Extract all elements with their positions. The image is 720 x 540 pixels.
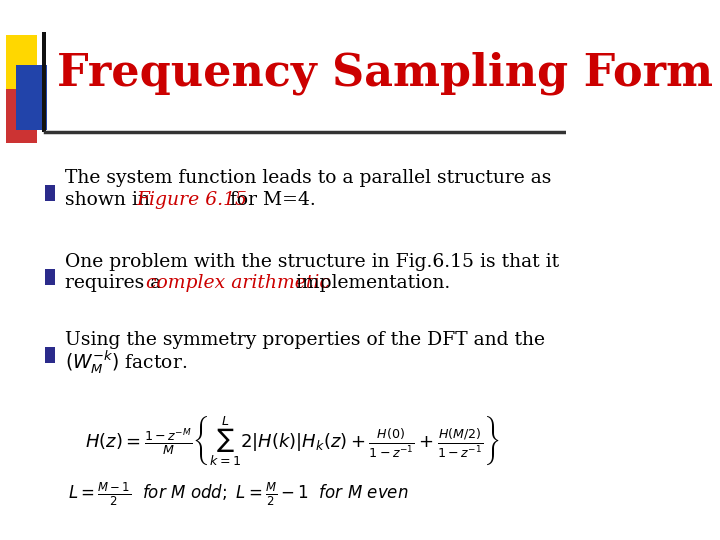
Text: One problem with the structure in Fig.6.15 is that it: One problem with the structure in Fig.6.…	[65, 253, 559, 271]
Text: Using the symmetry properties of the DFT and the: Using the symmetry properties of the DFT…	[65, 331, 545, 349]
FancyBboxPatch shape	[6, 35, 37, 89]
FancyBboxPatch shape	[45, 185, 55, 201]
FancyBboxPatch shape	[45, 269, 55, 285]
Text: Frequency Sampling Form: Frequency Sampling Form	[57, 51, 713, 94]
Text: $L = \frac{M-1}{2}$  $\mathit{for\ M\ odd;\ L} = \frac{M}{2} - 1$  $\mathit{for\: $L = \frac{M-1}{2}$ $\mathit{for\ M\ odd…	[68, 481, 408, 508]
Text: implementation.: implementation.	[290, 274, 451, 293]
Text: Figure 6.15: Figure 6.15	[137, 191, 248, 209]
FancyBboxPatch shape	[6, 89, 37, 143]
Text: requires a: requires a	[65, 274, 167, 293]
Text: complex arithmetic: complex arithmetic	[145, 274, 329, 293]
Text: shown in: shown in	[65, 191, 156, 209]
FancyBboxPatch shape	[16, 65, 47, 130]
Text: for M=4.: for M=4.	[224, 191, 315, 209]
Text: The system function leads to a parallel structure as: The system function leads to a parallel …	[65, 169, 552, 187]
Text: $H(z) = \frac{1-z^{-M}}{M} \left\{ \sum_{k=1}^{L} 2|H(k)| H_k(z) + \frac{H(0)}{1: $H(z) = \frac{1-z^{-M}}{M} \left\{ \sum_…	[85, 413, 500, 468]
FancyBboxPatch shape	[42, 32, 46, 132]
Text: $(W_M^{-k})$ factor.: $(W_M^{-k})$ factor.	[65, 348, 187, 376]
FancyBboxPatch shape	[45, 347, 55, 363]
